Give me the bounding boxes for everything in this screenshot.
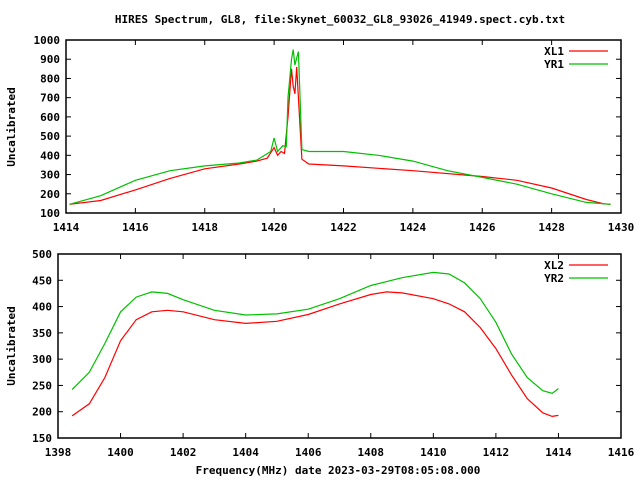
bottom-x-axis-label: Frequency(MHz) date 2023-03-29T08:05:08.… <box>196 464 481 477</box>
top-y-tick-label: 200 <box>40 188 60 201</box>
top-x-tick-label: 1420 <box>261 221 288 234</box>
bottom-y-tick-label: 450 <box>32 274 52 287</box>
top-y-axis-label: Uncalibrated <box>5 87 18 166</box>
series-line-xl2 <box>71 291 559 418</box>
top-x-tick-label: 1414 <box>53 221 80 234</box>
top-y-tick-label: 100 <box>40 207 60 220</box>
bottom-y-tick-label: 200 <box>32 406 52 419</box>
top-y-tick-label: 1000 <box>34 34 61 47</box>
top-plot-frame <box>65 39 622 214</box>
top-x-tick-label: 1422 <box>330 221 357 234</box>
bottom-y-tick-label: 500 <box>32 248 52 261</box>
top-y-tick-label: 800 <box>40 72 60 85</box>
bottom-y-tick-label: 350 <box>32 327 52 340</box>
bottom-x-tick-label: 1408 <box>358 446 385 459</box>
series-line-yr2 <box>71 271 559 394</box>
bottom-y-tick-label: 250 <box>32 379 52 392</box>
series-line-xl1 <box>69 66 611 205</box>
bottom-x-tick-label: 1410 <box>420 446 447 459</box>
bottom-y-tick-label: 150 <box>32 432 52 445</box>
top-x-tick-label: 1424 <box>400 221 427 234</box>
top-x-tick-label: 1426 <box>469 221 496 234</box>
bottom-y-axis-label: Uncalibrated <box>5 306 18 385</box>
top-y-tick-label: 500 <box>40 130 60 143</box>
bottom-x-tick-label: 1404 <box>232 446 259 459</box>
bottom-y-tick-label: 300 <box>32 353 52 366</box>
top-y-tick-label: 300 <box>40 169 60 182</box>
legend-label-yr2: YR2 <box>544 272 564 285</box>
bottom-x-tick-label: 1406 <box>295 446 322 459</box>
legend-label-xl1: XL1 <box>544 45 564 58</box>
bottom-x-tick-label: 1412 <box>483 446 510 459</box>
chart-title: HIRES Spectrum, GL8, file:Skynet_60032_G… <box>115 13 565 26</box>
top-x-tick-label: 1430 <box>608 221 635 234</box>
top-y-tick-label: 900 <box>40 53 60 66</box>
top-x-tick-label: 1418 <box>192 221 219 234</box>
bottom-x-tick-label: 1402 <box>170 446 197 459</box>
bottom-x-tick-label: 1414 <box>545 446 572 459</box>
top-y-tick-label: 400 <box>40 149 60 162</box>
top-y-tick-label: 600 <box>40 111 60 124</box>
bottom-x-tick-label: 1416 <box>608 446 635 459</box>
legend-label-xl2: XL2 <box>544 259 564 272</box>
bottom-plot-frame <box>57 253 622 439</box>
top-y-tick-label: 700 <box>40 92 60 105</box>
series-line-yr1 <box>69 49 611 205</box>
legend-label-yr1: YR1 <box>544 58 564 71</box>
bottom-x-tick-label: 1398 <box>45 446 72 459</box>
bottom-x-tick-label: 1400 <box>107 446 134 459</box>
top-x-tick-label: 1416 <box>122 221 149 234</box>
bottom-y-tick-label: 400 <box>32 301 52 314</box>
top-x-tick-label: 1428 <box>538 221 565 234</box>
